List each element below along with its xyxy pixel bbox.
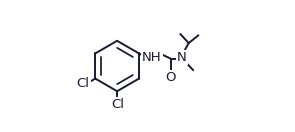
Text: NH: NH — [142, 51, 162, 64]
Text: N: N — [177, 51, 186, 64]
Text: Cl: Cl — [77, 77, 90, 90]
Text: O: O — [165, 71, 176, 84]
Text: Cl: Cl — [111, 98, 124, 111]
